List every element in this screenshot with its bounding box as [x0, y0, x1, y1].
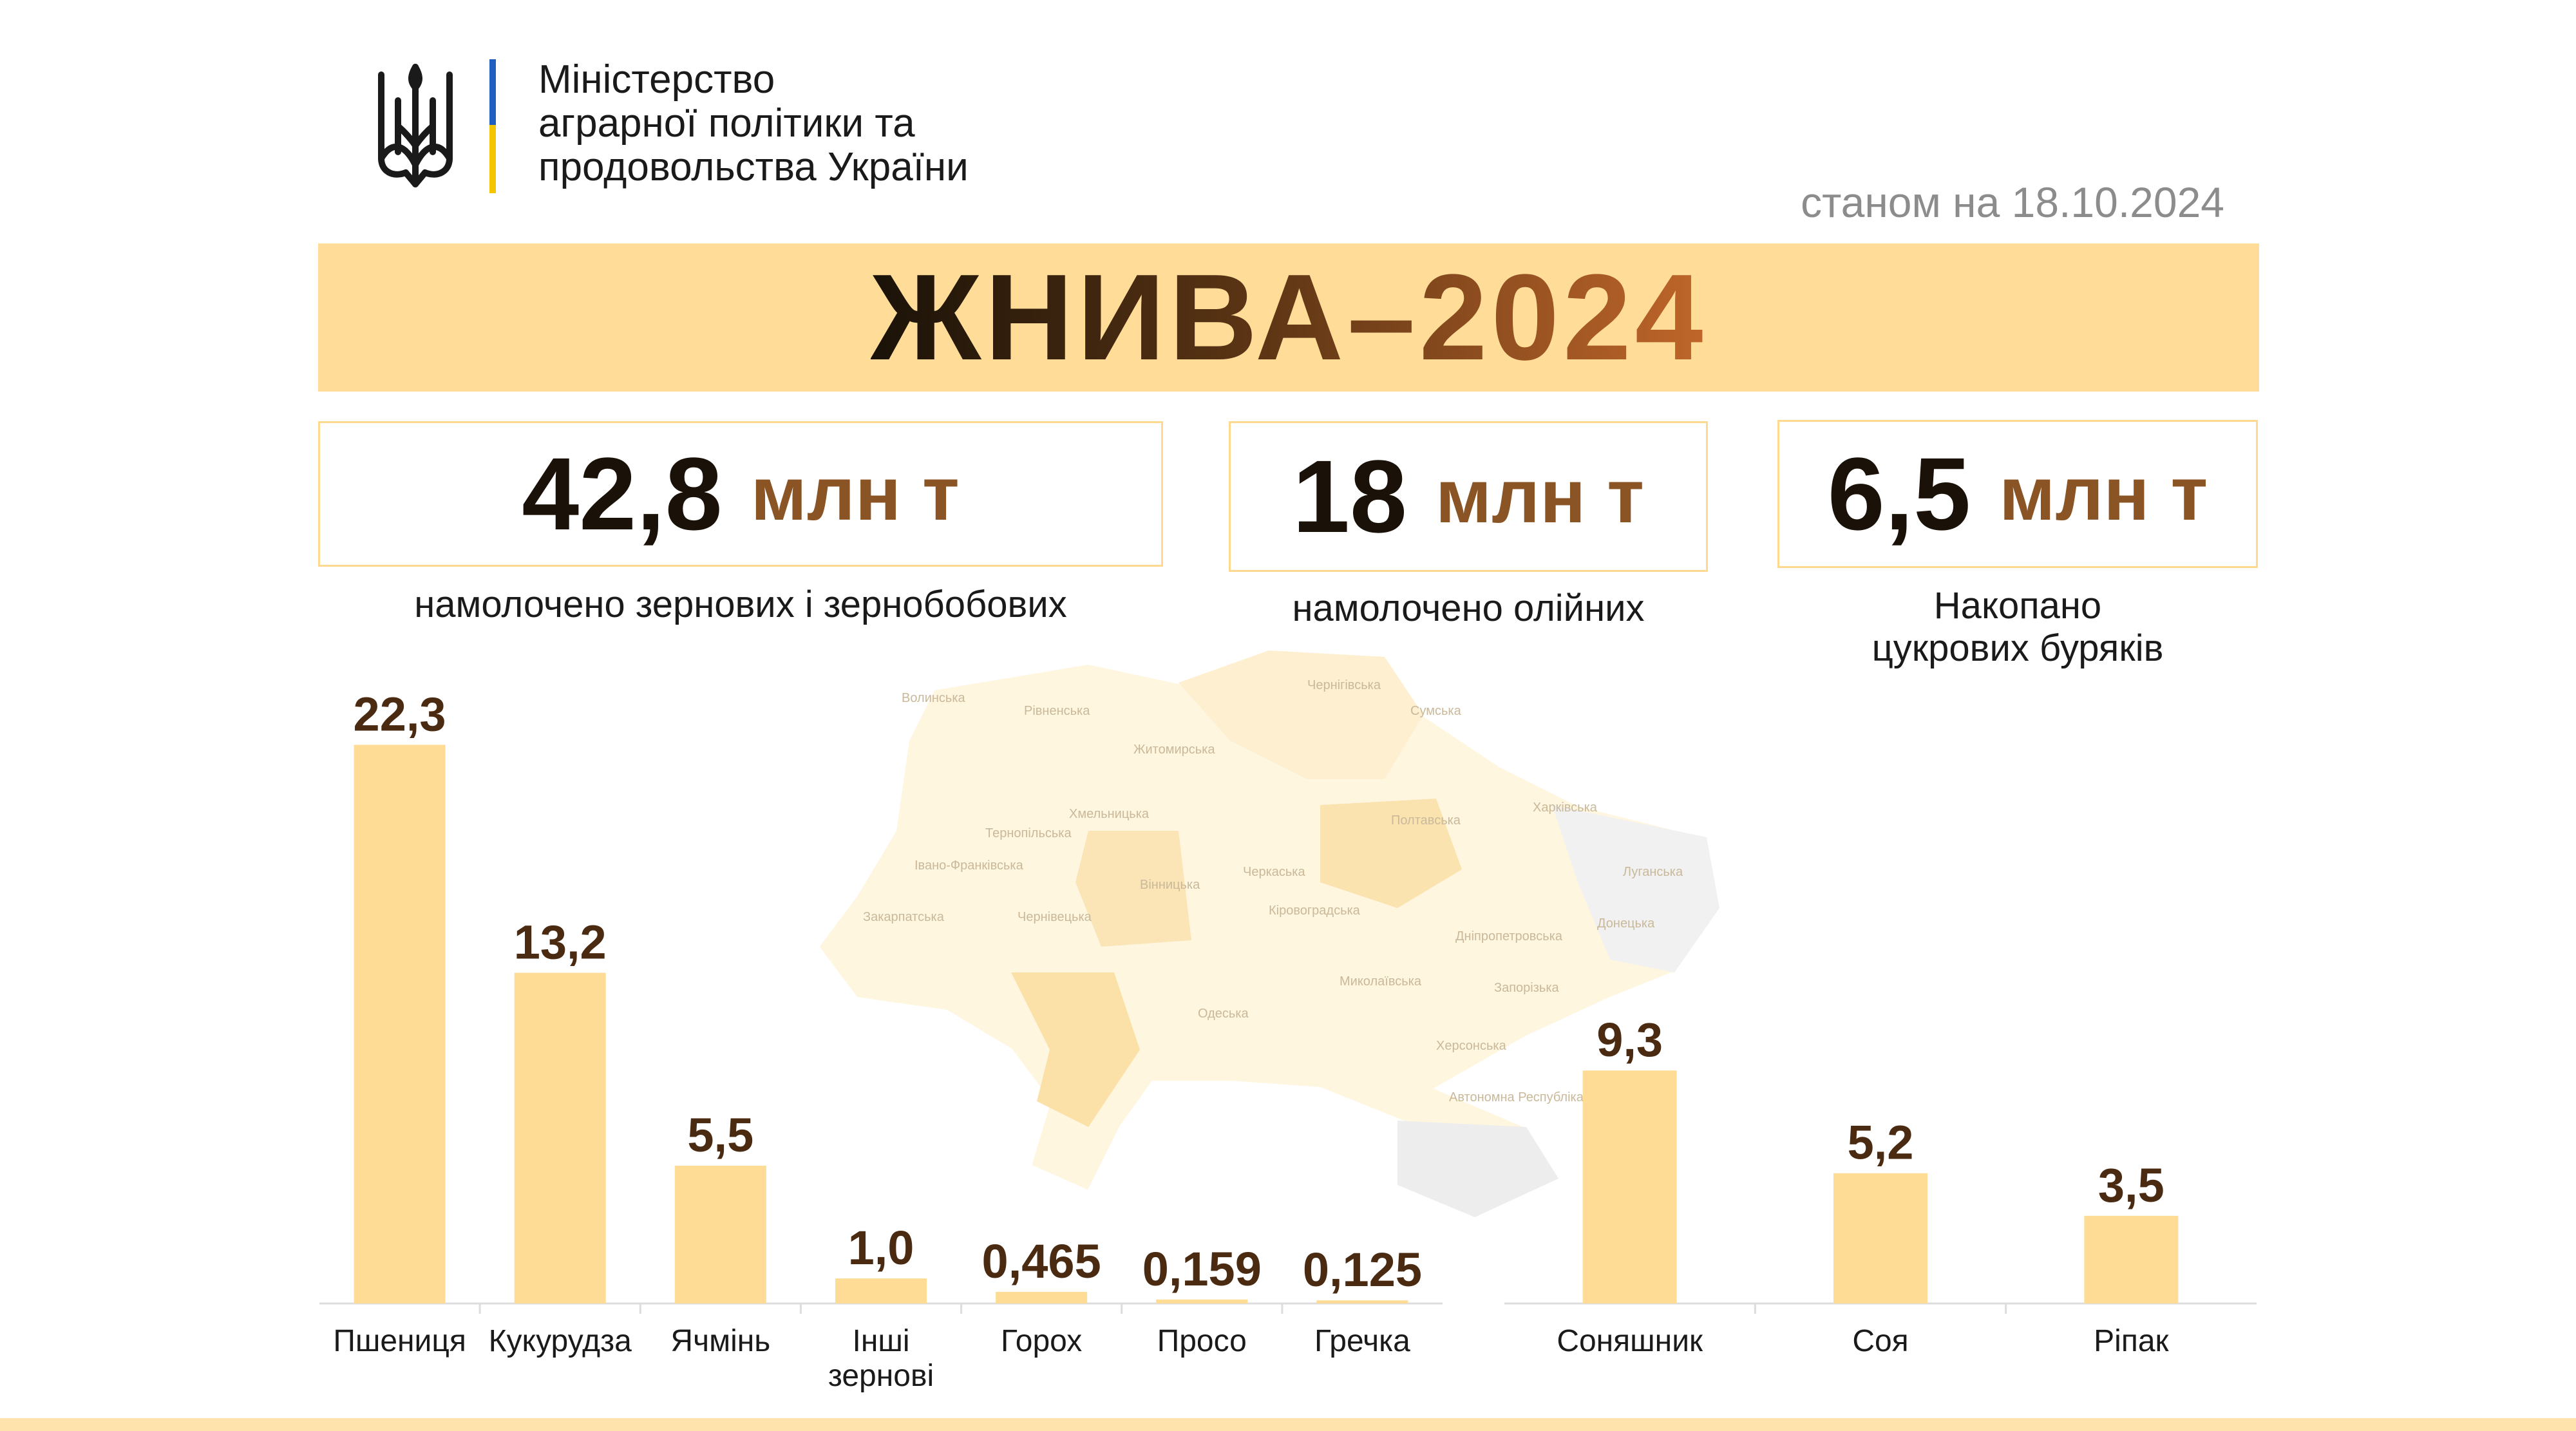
map-region-shade	[1075, 831, 1191, 947]
ministry-line: Міністерство	[538, 57, 775, 102]
chart-category-label: Соняшник	[1557, 1324, 1703, 1358]
ministry-line: аграрної політики та	[538, 101, 915, 146]
stat-unit: млн т	[1435, 454, 1645, 539]
map-region-label: Донецька	[1597, 916, 1655, 931]
map-region-label: Черкаська	[1243, 865, 1305, 879]
stat-caption-sugarbeet: Накопано цукрових буряків	[1777, 585, 2258, 670]
stat-caption-oilseeds: намолочено олійних	[1292, 587, 1645, 629]
stat-caption-line: цукрових буряків	[1871, 627, 2164, 669]
chart-data-label: 22,3	[354, 688, 446, 741]
chart-data-label: 13,2	[514, 916, 607, 969]
map-region-shade	[1552, 805, 1719, 972]
chart-bar	[1316, 1300, 1408, 1303]
coat-of-arms-icon	[378, 64, 453, 187]
map-region-label: Кіровоградська	[1269, 904, 1361, 918]
chart-category-label: Кукурудза	[489, 1324, 632, 1358]
map-region-shade	[1011, 972, 1140, 1127]
map-region-label: Житомирська	[1133, 743, 1215, 757]
chart-bar	[1833, 1173, 1927, 1303]
stat-value: 6,5	[1827, 436, 1971, 551]
map-region-label: Хмельницька	[1069, 807, 1150, 821]
ukraine-map: Волинська Рівненська Житомирська Чернігівсь…	[818, 649, 1721, 1219]
chart-bar	[674, 1166, 766, 1303]
stat-caption-line: Накопано	[1933, 585, 2102, 627]
chart-bar	[354, 744, 446, 1303]
report-date: станом на 18.10.2024	[1801, 178, 2224, 226]
map-region-label: Херсонська	[1436, 1039, 1507, 1053]
chart-category-label: зернові	[828, 1359, 934, 1393]
map-region-label: Миколаївська	[1340, 974, 1422, 989]
stat-unit: млн т	[750, 451, 960, 536]
flag-stripe-blue	[489, 59, 496, 125]
map-region-shade	[1320, 799, 1462, 908]
chart-bar	[2084, 1215, 2179, 1303]
chart-category-label: Ячмінь	[670, 1324, 770, 1358]
map-region-label: Тернопільська	[985, 826, 1072, 840]
chart-bar	[514, 972, 606, 1303]
chart-data-label: 0,465	[982, 1235, 1101, 1288]
chart-category-label: Інші	[852, 1324, 909, 1358]
ministry-name: Міністерство аграрної політики та продов…	[538, 58, 1118, 189]
stat-unit: млн т	[1999, 451, 2208, 536]
stat-value: 42,8	[522, 436, 723, 551]
map-region-label: Чернігівська	[1307, 678, 1381, 692]
bottom-accent-bar	[0, 1418, 2576, 1431]
map-region-label: Харківська	[1533, 801, 1598, 815]
map-region-label: Луганська	[1623, 865, 1683, 879]
ministry-line: продовольства України	[538, 145, 969, 189]
page-title: ЖНИВА–2024	[871, 247, 1707, 388]
map-region-label: Рівненська	[1024, 704, 1090, 718]
chart-category-label: Гречка	[1314, 1324, 1410, 1358]
map-region-label: Чернівецька	[1018, 910, 1092, 924]
chart-category-label: Просо	[1157, 1324, 1247, 1358]
chart-data-label: 5,2	[1848, 1116, 1914, 1170]
map-region-label: Закарпатська	[863, 910, 945, 924]
chart-bar	[996, 1291, 1088, 1303]
map-region-shade	[1179, 650, 1423, 779]
map-region-label: Запорізька	[1494, 981, 1560, 995]
map-region-label: Одеська	[1198, 1007, 1249, 1021]
map-region-label: Волинська	[902, 691, 966, 705]
stat-box-oilseeds: 18 млн т	[1229, 421, 1708, 572]
stat-value: 18	[1292, 439, 1407, 554]
map-region-shade	[1397, 1121, 1558, 1217]
chart-category-label: Горох	[1001, 1324, 1082, 1358]
map-region-label: Полтавська	[1391, 813, 1461, 828]
chart-data-label: 0,125	[1303, 1243, 1422, 1296]
map-region-label: Івано-Франківська	[914, 858, 1024, 873]
flag-stripe-yellow	[489, 125, 496, 193]
map-region-label: Дніпропетровська	[1455, 929, 1563, 943]
chart-data-label: 5,5	[687, 1108, 753, 1162]
chart-data-label: 0,159	[1142, 1242, 1262, 1296]
map-region-label: Сумська	[1410, 704, 1462, 718]
chart-bar	[1156, 1299, 1248, 1303]
map-region-label: Вінницька	[1140, 878, 1200, 892]
stat-box-grains: 42,8 млн т	[318, 421, 1163, 567]
chart-data-label: 3,5	[2098, 1159, 2164, 1212]
stat-box-sugarbeet: 6,5 млн т	[1777, 420, 2258, 568]
map-region-label: Автономна Республіка Крим	[1449, 1090, 1618, 1104]
chart-category-label: Ріпак	[2094, 1324, 2169, 1358]
chart-bar	[835, 1278, 927, 1303]
chart-category-label: Пшениця	[333, 1324, 466, 1358]
chart-category-label: Соя	[1852, 1324, 1908, 1358]
stat-caption-grains: намолочено зернових і зернобобових	[414, 583, 1067, 625]
title-banner: ЖНИВА–2024	[318, 243, 2259, 392]
